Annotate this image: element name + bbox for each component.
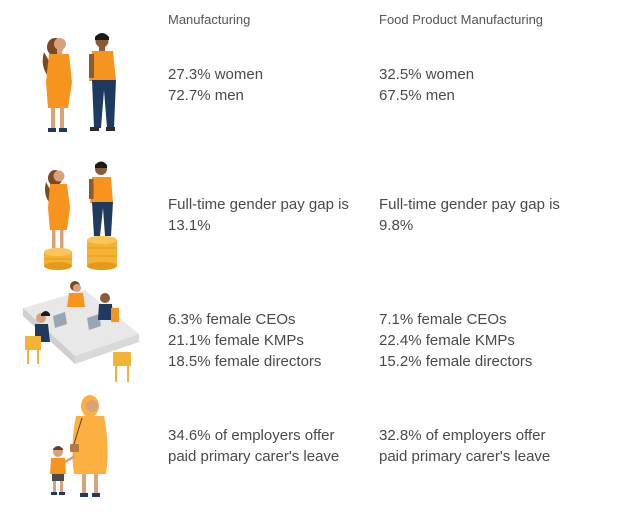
manufacturing-carers-leave: 34.6% of employers offer paid primary ca… [168,425,339,467]
column-header-manufacturing: Manufacturing [168,12,251,27]
stat-line: paid primary carer's leave [379,448,551,465]
manufacturing-leadership: 6.3% female CEOs 21.1% female KMPs 18.5%… [168,309,321,372]
woman-holding-child-hand-illustration [50,395,108,497]
stat-line: 72.7% men [168,87,244,104]
food-manufacturing-leadership: 7.1% female CEOs 22.4% female KMPs 15.2%… [379,309,532,372]
manufacturing-pay-gap: Full-time gender pay gap is 13.1% [168,194,349,236]
stat-line: 27.3% women [168,66,264,83]
stat-line: 13.1% [168,217,211,234]
stat-line: 15.2% female directors [379,353,533,370]
stat-line: 18.5% female directors [168,353,322,370]
food-manufacturing-pay-gap: Full-time gender pay gap is 9.8% [379,194,560,236]
column-header-food-product-manufacturing: Food Product Manufacturing [379,12,544,27]
stat-line: Full-time gender pay gap is [379,196,560,213]
food-manufacturing-carers-leave: 32.8% of employers offer paid primary ca… [379,425,550,467]
food-manufacturing-gender-composition: 32.5% women 67.5% men [379,64,474,106]
man-and-woman-on-coin-stacks-illustration [44,161,117,270]
manufacturing-gender-composition: 27.3% women 72.7% men [168,64,263,106]
stat-line: 9.8% [379,217,414,234]
man-and-woman-standing-illustration [42,33,116,132]
stat-line: 32.5% women [379,66,475,83]
stat-line: paid primary carer's leave [168,448,340,465]
stat-line: 22.4% female KMPs [379,332,515,349]
people-at-boardroom-table-illustration [23,281,139,382]
stat-line: 32.8% of employers offer [379,427,546,444]
stat-line: 34.6% of employers offer [168,427,335,444]
stat-line: 67.5% men [379,87,455,104]
stat-line: Full-time gender pay gap is [168,196,349,213]
stat-line: 21.1% female KMPs [168,332,304,349]
stat-line: 7.1% female CEOs [379,311,507,328]
stat-line: 6.3% female CEOs [168,311,296,328]
